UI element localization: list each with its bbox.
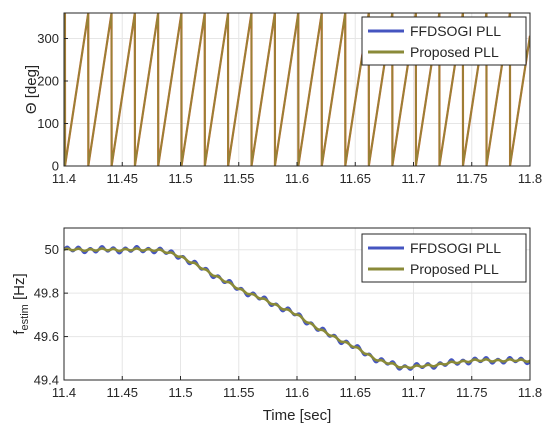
top-legend-box: [361, 16, 527, 66]
top-x-tick-label: 11.8: [518, 171, 542, 186]
top-y-tick-label: 200: [37, 74, 59, 89]
bottom-y-tick-label: 49.4: [34, 373, 59, 388]
bottom-y-axis-label-sub: estim: [19, 304, 31, 330]
bottom-y-tick-label: 49.8: [34, 286, 59, 301]
top-x-tick-label: 11.75: [456, 171, 488, 186]
bottom-legend-label-ffdsogi: FFDSOGI PLL: [410, 240, 501, 256]
bottom-series-group: [64, 245, 530, 371]
top-series-group: [64, 13, 530, 166]
top-y-tick-label: 100: [37, 116, 59, 131]
top-legend-label-ffdsogi: FFDSOGI PLL: [410, 23, 501, 39]
bottom-legend: FFDSOGI PLL Proposed PLL: [361, 233, 527, 283]
top-y-tick-label: 300: [37, 31, 59, 46]
top-x-tick-label: 11.6: [285, 171, 309, 186]
top-x-tick-label: 11.5: [168, 171, 192, 186]
bottom-y-axis-label-unit: [Hz]: [11, 273, 28, 304]
top-x-tick-label: 11.65: [339, 171, 371, 186]
bottom-y-ticks: 49.4 49.6 49.8 50: [34, 242, 68, 388]
bottom-y-tick-label: 50: [45, 242, 59, 257]
top-legend: FFDSOGI PLL Proposed PLL: [361, 16, 527, 66]
top-x-ticks: 11.4 11.45 11.5 11.55 11.6 11.65 11.7 11.75 11.8: [52, 162, 542, 186]
top-x-tick-label: 11.4: [52, 171, 76, 186]
bottom-x-tick-label: 11.7: [401, 385, 425, 400]
bottom-legend-box: [361, 233, 527, 283]
top-y-tick-label: 0: [52, 159, 59, 174]
bottom-x-ticks: 11.4 11.45 11.5 11.55 11.6 11.65 11.7 11.75 11.8: [52, 376, 542, 400]
top-y-ticks: 0 100 200 300: [37, 31, 68, 174]
bottom-x-axis-label: Time [sec]: [263, 407, 332, 424]
bottom-x-tick-label: 11.45: [106, 385, 138, 400]
top-x-tick-label: 11.7: [401, 171, 425, 186]
top-subplot: 11.4 11.45 11.5 11.55 11.6 11.65 11.7 11.75 11.8…: [23, 12, 542, 186]
top-x-tick-label: 11.55: [223, 171, 255, 186]
bottom-series-line-proposed: [64, 247, 530, 370]
top-series-line-proposed: [64, 13, 530, 166]
bottom-x-tick-label: 11.8: [518, 385, 542, 400]
bottom-x-tick-label: 11.65: [339, 385, 371, 400]
bottom-x-tick-label: 11.55: [223, 385, 255, 400]
bottom-x-tick-label: 11.6: [285, 385, 309, 400]
bottom-x-tick-label: 11.5: [168, 385, 192, 400]
top-legend-label-proposed: Proposed PLL: [410, 44, 499, 60]
bottom-subplot: 11.4 11.45 11.5 11.55 11.6 11.65 11.7 11.75 11.8…: [11, 227, 542, 424]
bottom-legend-label-proposed: Proposed PLL: [410, 261, 499, 277]
bottom-y-tick-label: 49.6: [34, 329, 59, 344]
bottom-x-tick-label: 11.75: [456, 385, 488, 400]
top-y-axis-label: Θ [deg]: [23, 65, 40, 114]
bottom-x-tick-label: 11.4: [52, 385, 76, 400]
top-x-tick-label: 11.45: [106, 171, 138, 186]
bottom-y-axis-label-main: f: [11, 330, 28, 335]
bottom-y-axis-label: festim [Hz]: [11, 273, 31, 334]
